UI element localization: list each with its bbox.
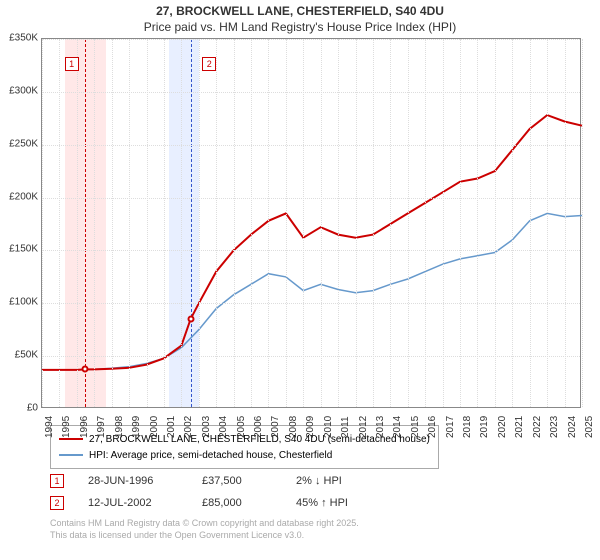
x-axis-label: 2016 [427,416,438,438]
x-axis-label: 2008 [288,416,299,438]
subtitle: Price paid vs. HM Land Registry's House … [0,20,600,34]
sale-marker-point [82,366,89,373]
x-axis-label: 2014 [392,416,403,438]
x-axis-label: 2024 [567,416,578,438]
x-axis-label: 2006 [253,416,264,438]
x-axis-label: 2005 [236,416,247,438]
x-axis-label: 2000 [149,416,160,438]
x-axis-label: 2025 [584,416,595,438]
x-axis-label: 2020 [497,416,508,438]
x-axis-label: 1998 [114,416,125,438]
x-axis-label: 1997 [96,416,107,438]
legend-swatch [59,438,83,440]
sale-marker-box: 1 [65,57,79,71]
x-axis-label: 2013 [375,416,386,438]
line-series [42,39,580,407]
y-axis-label: £50K [15,350,38,361]
y-axis-label: £250K [9,138,38,149]
x-axis-label: 1995 [61,416,72,438]
footer-line2: This data is licensed under the Open Gov… [50,530,359,542]
sales-info: 1 28-JUN-1996 £37,500 2% ↓ HPI 2 12-JUL-… [50,470,348,514]
y-axis-label: £150K [9,244,38,255]
x-axis-label: 2011 [340,416,351,438]
legend-swatch [59,454,83,456]
sale-row-2: 2 12-JUL-2002 £85,000 45% ↑ HPI [50,492,348,514]
x-axis-label: 2018 [462,416,473,438]
sale-delta: 2% ↓ HPI [296,475,342,487]
x-axis-label: 2009 [305,416,316,438]
legend-label: HPI: Average price, semi-detached house,… [89,450,332,461]
x-axis-label: 2021 [514,416,525,438]
sale-marker-2: 2 [50,496,64,510]
x-axis-label: 2023 [549,416,560,438]
y-axis-label: £300K [9,85,38,96]
x-axis-label: 2004 [218,416,229,438]
y-axis-label: £0 [27,403,38,414]
sale-price: £85,000 [202,497,272,509]
x-axis-label: 2010 [323,416,334,438]
sale-marker-box: 2 [202,57,216,71]
x-axis-label: 1996 [79,416,90,438]
x-axis-label: 2007 [270,416,281,438]
sale-row-1: 1 28-JUN-1996 £37,500 2% ↓ HPI [50,470,348,492]
y-axis-label: £100K [9,297,38,308]
x-axis-label: 2022 [532,416,543,438]
footer-line1: Contains HM Land Registry data © Crown c… [50,518,359,530]
x-axis-label: 2012 [358,416,369,438]
sale-date: 12-JUL-2002 [88,497,178,509]
x-axis-label: 2017 [445,416,456,438]
chart-title: 27, BROCKWELL LANE, CHESTERFIELD, S40 4D… [0,0,600,34]
x-axis-label: 1994 [44,416,55,438]
legend-item-hpi: HPI: Average price, semi-detached house,… [59,447,430,463]
sale-date: 28-JUN-1996 [88,475,178,487]
sale-marker-1: 1 [50,474,64,488]
x-axis-label: 2002 [183,416,194,438]
x-axis-label: 2001 [166,416,177,438]
x-axis-label: 2019 [479,416,490,438]
chart-container: 27, BROCKWELL LANE, CHESTERFIELD, S40 4D… [0,0,600,560]
x-axis-label: 2003 [201,416,212,438]
x-axis-label: 1999 [131,416,142,438]
y-axis-label: £350K [9,33,38,44]
y-axis-label: £200K [9,191,38,202]
address-title: 27, BROCKWELL LANE, CHESTERFIELD, S40 4D… [0,4,600,18]
attribution-footer: Contains HM Land Registry data © Crown c… [50,518,359,541]
x-axis-label: 2015 [410,416,421,438]
sale-delta: 45% ↑ HPI [296,497,348,509]
plot-area: 12 [41,38,581,408]
sale-price: £37,500 [202,475,272,487]
sale-marker-point [187,316,194,323]
